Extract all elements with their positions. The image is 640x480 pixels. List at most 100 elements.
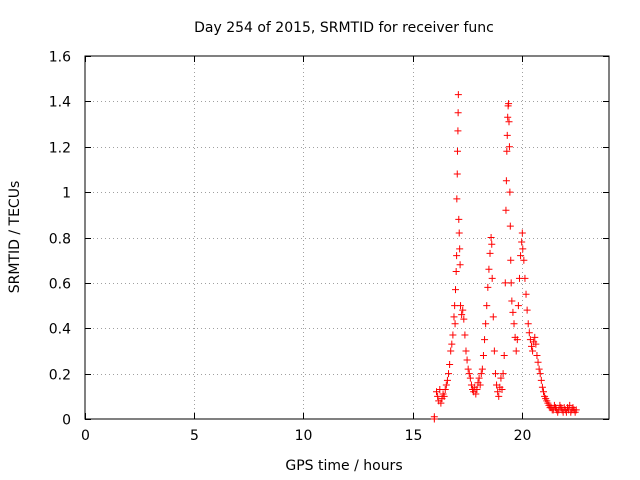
data-point	[446, 361, 454, 369]
data-point	[456, 261, 464, 269]
data-point	[534, 358, 542, 366]
data-point	[453, 195, 461, 203]
data-point	[529, 347, 537, 355]
data-point	[464, 365, 472, 373]
data-point	[531, 333, 539, 341]
data-point	[476, 381, 484, 389]
data-point	[441, 386, 449, 394]
data-point	[430, 413, 438, 421]
data-point	[477, 370, 485, 378]
data-point	[522, 290, 530, 298]
axis-ticks: 0 5 10 15 20 0 0.2 0.4 0.6 0.8 1 1.2 1.4 1.6	[49, 50, 609, 444]
data-point	[452, 286, 460, 294]
data-point	[533, 351, 541, 359]
data-point	[460, 315, 468, 323]
chart-title: Day 254 of 2015, SRMTID for receiver fun…	[194, 20, 494, 36]
x-tick-label: 20	[514, 428, 532, 444]
data-point	[505, 118, 513, 126]
data-point	[434, 392, 442, 400]
data-point	[491, 370, 499, 378]
x-tick-label: 0	[81, 428, 90, 444]
data-point	[488, 274, 496, 282]
data-point	[517, 252, 525, 260]
data-point	[483, 302, 491, 310]
data-point	[521, 274, 529, 282]
data-point	[513, 336, 521, 344]
x-tick-label: 5	[190, 428, 199, 444]
data-point	[524, 320, 532, 328]
data-point	[450, 313, 458, 321]
data-point	[535, 365, 543, 373]
data-point	[451, 302, 459, 310]
data-point	[485, 265, 493, 273]
data-point	[461, 331, 469, 339]
data-point	[527, 342, 535, 350]
data-point	[454, 91, 462, 99]
data-point	[462, 347, 470, 355]
data-point	[518, 229, 526, 237]
data-point	[447, 347, 455, 355]
data-point	[437, 399, 445, 407]
data-point	[525, 329, 533, 337]
data-point	[507, 279, 515, 287]
data-point	[454, 109, 462, 117]
data-point	[509, 308, 517, 316]
data-point	[501, 279, 509, 287]
x-axis-label: GPS time / hours	[285, 458, 402, 474]
plot-frame	[84, 55, 610, 420]
data-point	[484, 283, 492, 291]
data-point	[448, 340, 456, 348]
data-point	[487, 234, 495, 241]
data-point	[499, 370, 507, 378]
y-tick-label: 0	[62, 413, 71, 429]
data-point	[478, 365, 486, 373]
data-point	[508, 297, 516, 305]
y-tick-label: 0.6	[49, 277, 71, 293]
data-point	[466, 374, 474, 382]
data-point	[445, 370, 453, 378]
data-point	[465, 370, 473, 378]
y-tick-label: 0.4	[49, 322, 71, 338]
data-point	[489, 313, 497, 321]
data-point	[518, 238, 526, 246]
data-point	[455, 215, 463, 223]
data-point	[507, 256, 515, 264]
data-point	[453, 252, 461, 260]
data-points	[430, 91, 580, 423]
data-point	[451, 320, 459, 328]
data-point	[532, 340, 540, 348]
data-point	[494, 388, 502, 396]
data-point	[463, 356, 471, 364]
x-tick-label: 10	[295, 428, 313, 444]
data-point	[490, 347, 498, 355]
data-point	[519, 245, 527, 253]
data-point	[538, 383, 546, 391]
data-point	[506, 222, 514, 230]
data-point	[506, 188, 514, 196]
data-point	[459, 306, 467, 314]
data-point	[505, 143, 513, 151]
data-point	[442, 381, 450, 389]
data-point	[482, 320, 490, 328]
data-point	[502, 177, 510, 185]
data-point	[512, 347, 520, 355]
data-point	[488, 240, 496, 248]
data-point	[454, 127, 462, 135]
data-point	[503, 131, 511, 139]
data-point	[503, 147, 511, 155]
data-point	[458, 311, 466, 319]
y-tick-label: 1	[62, 186, 71, 202]
y-axis-label: SRMTID / TECUs	[7, 181, 23, 294]
data-point	[475, 374, 483, 382]
data-point	[473, 386, 481, 394]
data-point	[540, 388, 547, 396]
data-point	[449, 331, 457, 339]
data-point	[520, 256, 528, 264]
data-point	[505, 100, 513, 108]
data-point	[504, 113, 512, 121]
data-point	[472, 390, 480, 398]
x-tick-label: 15	[405, 428, 423, 444]
data-point	[500, 351, 508, 359]
data-point	[514, 302, 522, 310]
data-point	[453, 170, 461, 178]
